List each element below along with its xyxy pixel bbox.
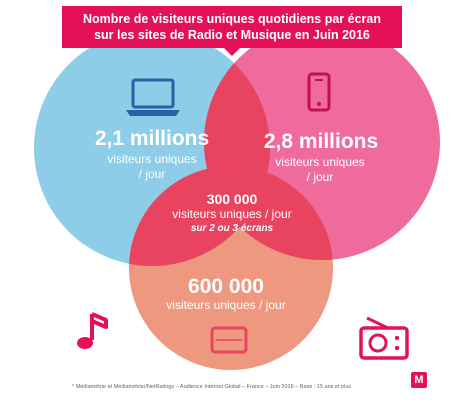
mediametrie-logo: M [411,372,427,388]
overlap-unit: visiteurs uniques / jour [172,207,292,221]
title-line-1: Nombre de visiteurs uniques quotidiens p… [83,12,381,26]
tablet-icon [210,326,248,354]
phone-value: 2,8 millions [263,130,379,153]
laptop-icon [126,78,180,116]
overlap-laptop-tablet [129,166,270,266]
overlap-value: 300 000 [206,191,258,207]
source-footnote: * Médiamétrie et Médiamétrie//NetRatings… [72,384,352,390]
overlap-note: sur 2 ou 3 écrans [190,223,274,234]
laptop-unit-1: visiteurs uniques [107,152,197,166]
radio-icon [359,316,409,360]
laptop-unit-2: / jour [138,167,166,181]
overlap-phone-tablet [204,166,333,260]
music-note-icon [77,312,108,349]
title-pointer [223,47,241,56]
laptop-value: 2,1 millions [94,127,210,150]
phone-unit-2: / jour [306,170,334,184]
tablet-value: 600 000 [188,275,264,298]
phone-unit-1: visiteurs uniques [275,155,365,169]
smartphone-icon [307,72,331,112]
title-line-2: sur les sites de Radio et Musique en Jui… [94,28,370,42]
tablet-unit: visiteurs uniques / jour [166,298,286,312]
title-banner: Nombre de visiteurs uniques quotidiens p… [62,6,402,48]
